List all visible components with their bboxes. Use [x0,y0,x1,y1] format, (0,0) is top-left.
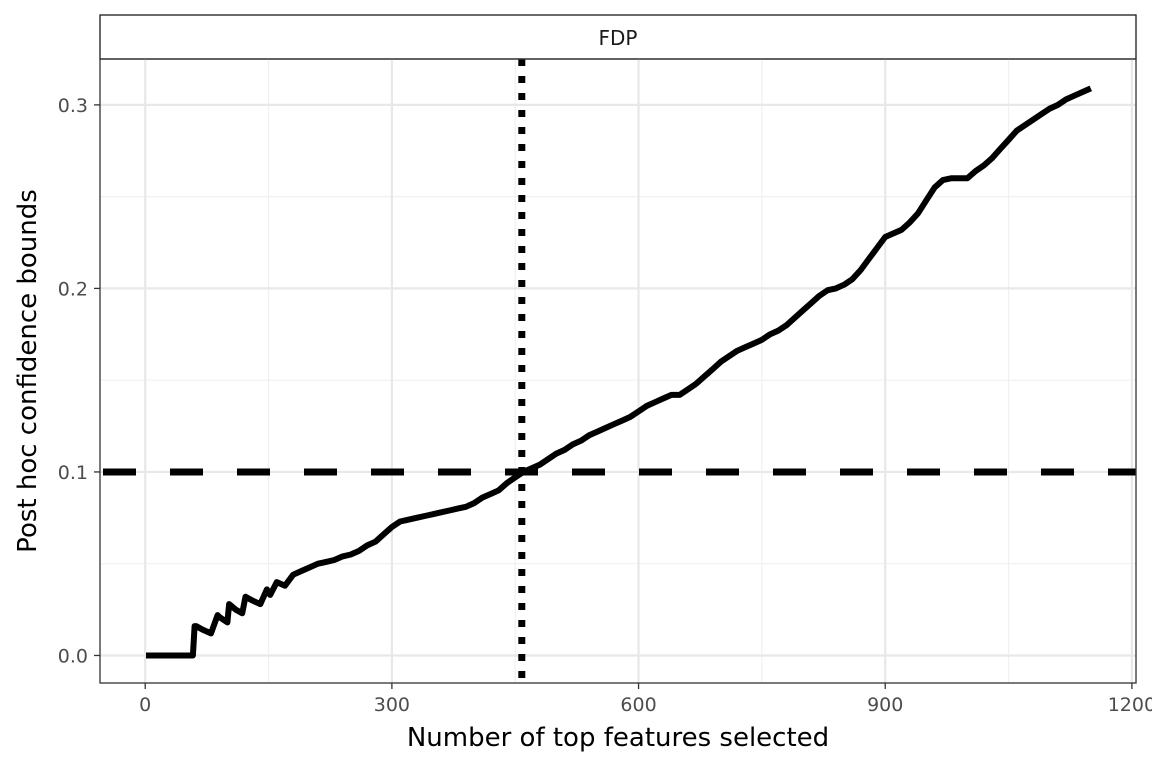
y-tick-label: 0.3 [58,95,88,117]
facet-strip: FDP [100,15,1136,59]
y-axis-title: Post hoc confidence bounds [13,189,43,553]
facet-strip-label: FDP [599,26,638,50]
x-axis-title: Number of top features selected [407,723,829,753]
x-tick-label: 300 [374,694,410,716]
y-tick-label: 0.0 [58,645,88,667]
x-tick-label: 600 [620,694,656,716]
x-tick-label: 0 [139,694,151,716]
x-tick-label: 1200 [1108,694,1152,716]
y-tick-label: 0.2 [58,278,88,300]
x-tick-label: 900 [867,694,903,716]
y-tick-label: 0.1 [58,462,88,484]
